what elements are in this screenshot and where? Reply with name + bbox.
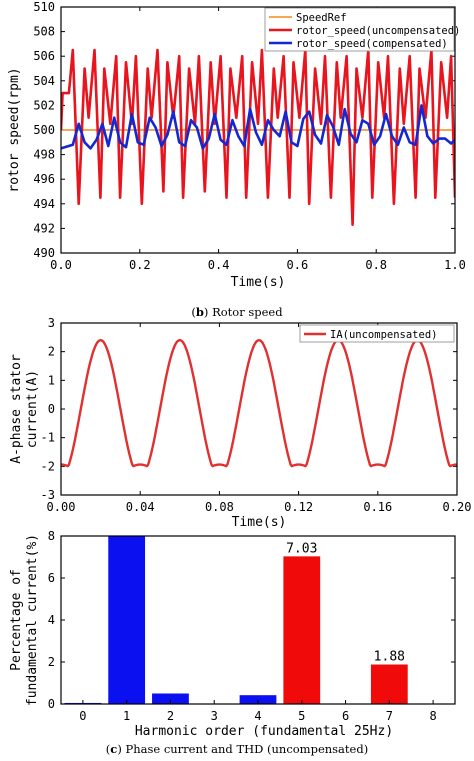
x-tick-label: 0.0 [50, 258, 72, 272]
harmonic-bar-chart: 0 2 4 6 8 0 1 2 3 4 5 7.03 6 7 1.88 8 Harmonic order (fu… [9, 529, 456, 739]
x-tick-label: 6 [342, 709, 349, 723]
caption-b: (b) Rotor speed [191, 305, 283, 319]
x-tick-label: 7 [386, 709, 393, 723]
y-tick-label: 2 [48, 345, 55, 359]
legend-box [264, 7, 455, 52]
y-tick-label: 504 [33, 74, 55, 88]
plot-frame [60, 535, 456, 705]
series-uncompensated-line [61, 48, 455, 226]
y-axis-label: Percentage offundamental current(%) [9, 534, 40, 706]
x-axis-label: Time(s) [231, 275, 286, 290]
y-tick-label: 500 [33, 123, 55, 137]
plot-frame [60, 6, 456, 254]
x-axis-label: Time(s) [232, 515, 287, 530]
bar-harmonic-7 [370, 664, 408, 704]
y-tick-label: 1 [48, 373, 55, 387]
y-tick-label: 492 [33, 221, 55, 235]
legend-label: IA(uncompensated) [330, 329, 437, 341]
x-tick-label: 0.6 [287, 258, 309, 272]
x-tick-label: 1.0 [444, 258, 466, 272]
x-tick-label: 0 [79, 709, 86, 723]
y-tick-label: 510 [33, 0, 55, 14]
rotor-speed-chart: 490 492 494 496 498 500 502 504 506 508 510 0.0 0.2 0… [7, 0, 466, 290]
y-tick-label: 4 [48, 613, 55, 627]
legend-box [299, 324, 455, 343]
legend-label: rotor_speed(uncompensated) [296, 25, 460, 37]
y-tick-label: 3 [48, 316, 55, 330]
x-tick-label: 0.4 [208, 258, 230, 272]
x-tick-label: 1 [123, 709, 130, 723]
legend: SpeedRefrotor_speed(uncompensated)rotor_… [264, 7, 460, 52]
x-tick-label: 0.20 [443, 500, 472, 514]
y-tick-label: 498 [33, 148, 55, 162]
x-tick-label: 5 [298, 709, 305, 723]
x-tick-label: 8 [429, 709, 436, 723]
y-tick-label: 0 [48, 697, 55, 711]
y-tick-label: 502 [33, 98, 55, 112]
y-tick-label: -1 [41, 431, 55, 445]
legend-label: SpeedRef [296, 12, 347, 24]
caption-c: (c) Phase current and THD (uncompensated… [106, 742, 368, 756]
data-label: 7.03 [286, 541, 317, 556]
y-axis-label: rotor speed(rpm) [7, 67, 22, 192]
y-tick-label: 490 [33, 246, 55, 260]
y-tick-label: 494 [33, 197, 55, 211]
y-tick-label: 506 [33, 49, 55, 63]
series-compensated-line [61, 104, 455, 150]
x-tick-label: 0.04 [126, 500, 155, 514]
legend: IA(uncompensated) [299, 324, 455, 343]
y-tick-label: 6 [48, 571, 55, 585]
y-tick-label: 496 [33, 172, 55, 186]
bar-harmonic-2 [152, 693, 189, 704]
y-tick-label: 2 [48, 655, 55, 669]
data-label: 1.88 [374, 650, 405, 665]
x-tick-label: 0.12 [284, 500, 313, 514]
y-tick-label: -2 [41, 459, 55, 473]
bar-harmonic-4 [239, 695, 277, 704]
bar-harmonic-1 [108, 536, 146, 704]
stator-current-chart: -3 -2 -1 0 1 2 3 0.00 0.04 0.08 0.12 0.16 0.20 Time(s… [9, 316, 471, 530]
x-tick-label: 3 [211, 709, 218, 723]
plot-frame [60, 322, 458, 496]
legend-label: rotor_speed(compensated) [296, 38, 448, 50]
x-tick-label: 0.00 [47, 500, 76, 514]
x-tick-label: 2 [167, 709, 174, 723]
x-tick-label: 0.08 [205, 500, 234, 514]
series-ia-line [60, 339, 458, 468]
x-tick-label: 4 [254, 709, 261, 723]
x-tick-label: 0.2 [129, 258, 151, 272]
y-tick-label: 508 [33, 25, 55, 39]
y-axis-label: A-phase statorcurrent(A) [9, 354, 40, 464]
x-tick-label: 0.8 [365, 258, 387, 272]
bar-harmonic-5 [283, 556, 321, 704]
x-axis-label: Harmonic order (fundamental 25Hz) [135, 724, 393, 739]
y-tick-label: -3 [41, 488, 55, 502]
y-tick-label: 0 [48, 402, 55, 416]
x-tick-label: 0.16 [363, 500, 392, 514]
y-tick-label: 8 [48, 529, 55, 543]
